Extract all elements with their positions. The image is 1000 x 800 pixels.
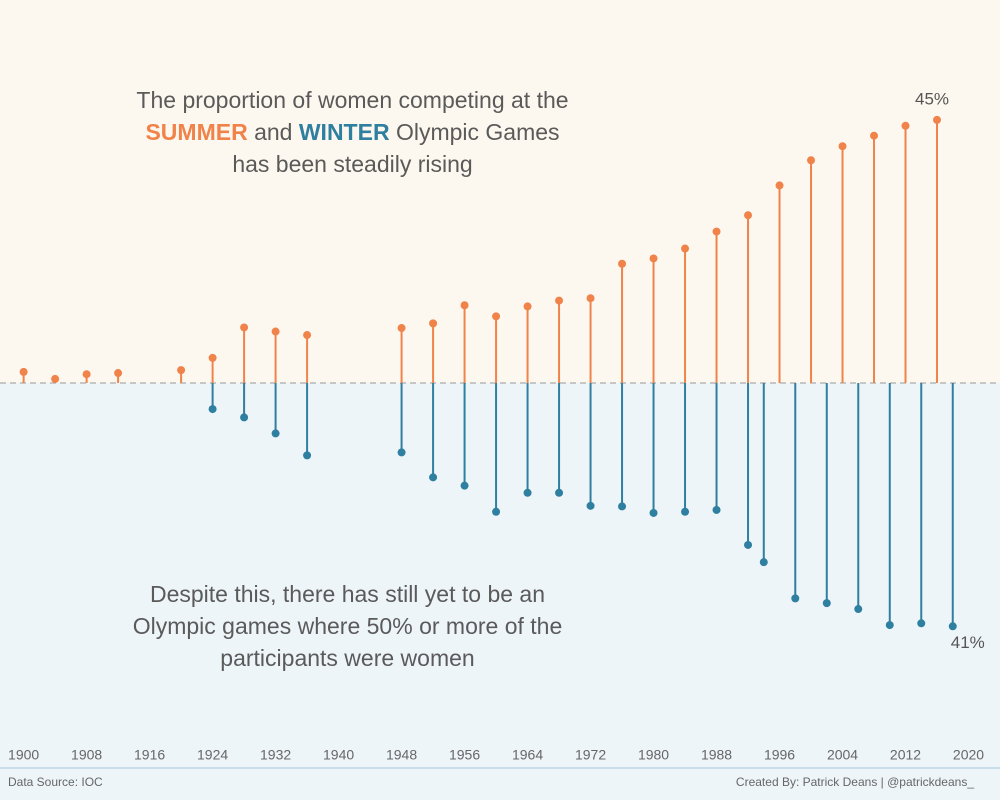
dot bbox=[492, 507, 501, 516]
dot bbox=[82, 370, 91, 379]
dot bbox=[901, 121, 910, 130]
dot bbox=[303, 331, 312, 340]
credit: Created By: Patrick Deans | @patrickdean… bbox=[735, 775, 974, 789]
title-text: Olympic Games has been steadily rising bbox=[232, 119, 560, 177]
dot bbox=[759, 558, 768, 567]
winter-background bbox=[0, 383, 1000, 800]
dot bbox=[807, 156, 816, 165]
dot bbox=[177, 366, 186, 375]
dot bbox=[681, 244, 690, 253]
dot bbox=[19, 367, 28, 376]
dot bbox=[586, 501, 595, 510]
dot bbox=[523, 488, 532, 497]
title-text: The proportion of women competing at the bbox=[136, 87, 569, 113]
summer-background bbox=[0, 0, 1000, 383]
data-label: 45% bbox=[915, 89, 949, 108]
dot bbox=[870, 131, 879, 140]
x-tick-label: 1988 bbox=[701, 747, 732, 763]
dot bbox=[208, 353, 217, 362]
source: Data Source: IOC bbox=[8, 775, 103, 789]
dot bbox=[240, 323, 249, 332]
dot bbox=[933, 115, 942, 124]
dot bbox=[744, 211, 753, 220]
dot bbox=[271, 327, 280, 336]
dot bbox=[681, 507, 690, 516]
x-tick-label: 2012 bbox=[890, 747, 921, 763]
legend-summer: SUMMER bbox=[145, 119, 248, 145]
dot bbox=[838, 142, 847, 151]
x-tick-label: 1940 bbox=[323, 747, 354, 763]
dot bbox=[555, 488, 564, 497]
dot bbox=[460, 301, 469, 310]
dot bbox=[51, 374, 60, 383]
data-label: 41% bbox=[951, 633, 985, 652]
title-text: and bbox=[254, 119, 293, 145]
x-tick-label: 1996 bbox=[764, 747, 795, 763]
annotation: Despite this, there has still yet to be … bbox=[132, 581, 563, 671]
dot bbox=[555, 296, 564, 305]
dot bbox=[429, 473, 438, 482]
chart-title: The proportion of women competing at the… bbox=[130, 84, 575, 180]
dot bbox=[114, 369, 123, 378]
x-tick-label: 1980 bbox=[638, 747, 669, 763]
x-tick-label: 1916 bbox=[134, 747, 165, 763]
x-tick-label: 1924 bbox=[197, 747, 228, 763]
dot bbox=[948, 622, 957, 631]
dot bbox=[618, 259, 627, 268]
x-tick-label: 1932 bbox=[260, 747, 291, 763]
dot bbox=[712, 505, 721, 514]
x-tick-label: 1948 bbox=[386, 747, 417, 763]
dot bbox=[240, 413, 249, 422]
dot bbox=[460, 481, 469, 490]
dot bbox=[649, 508, 658, 517]
dot bbox=[712, 227, 721, 236]
x-tick-label: 2020 bbox=[953, 747, 984, 763]
dot bbox=[397, 324, 406, 333]
dot bbox=[429, 319, 438, 328]
dot bbox=[885, 621, 894, 630]
dot bbox=[854, 605, 863, 614]
dot bbox=[822, 599, 831, 608]
x-tick-label: 1972 bbox=[575, 747, 606, 763]
dot bbox=[208, 405, 217, 414]
dot bbox=[649, 254, 658, 263]
dot bbox=[586, 294, 595, 303]
dot bbox=[303, 451, 312, 460]
x-tick-label: 1956 bbox=[449, 747, 480, 763]
dot bbox=[744, 540, 753, 549]
x-tick-label: 1900 bbox=[8, 747, 39, 763]
dot bbox=[492, 312, 501, 321]
dot bbox=[791, 594, 800, 603]
x-tick-label: 1908 bbox=[71, 747, 102, 763]
dot bbox=[397, 448, 406, 457]
x-tick-label: 1964 bbox=[512, 747, 543, 763]
dot bbox=[271, 429, 280, 438]
dot bbox=[523, 302, 532, 311]
dot bbox=[775, 181, 784, 190]
dot bbox=[917, 619, 926, 628]
dot bbox=[618, 502, 627, 511]
legend-winter: WINTER bbox=[298, 119, 390, 145]
x-tick-label: 2004 bbox=[827, 747, 858, 763]
